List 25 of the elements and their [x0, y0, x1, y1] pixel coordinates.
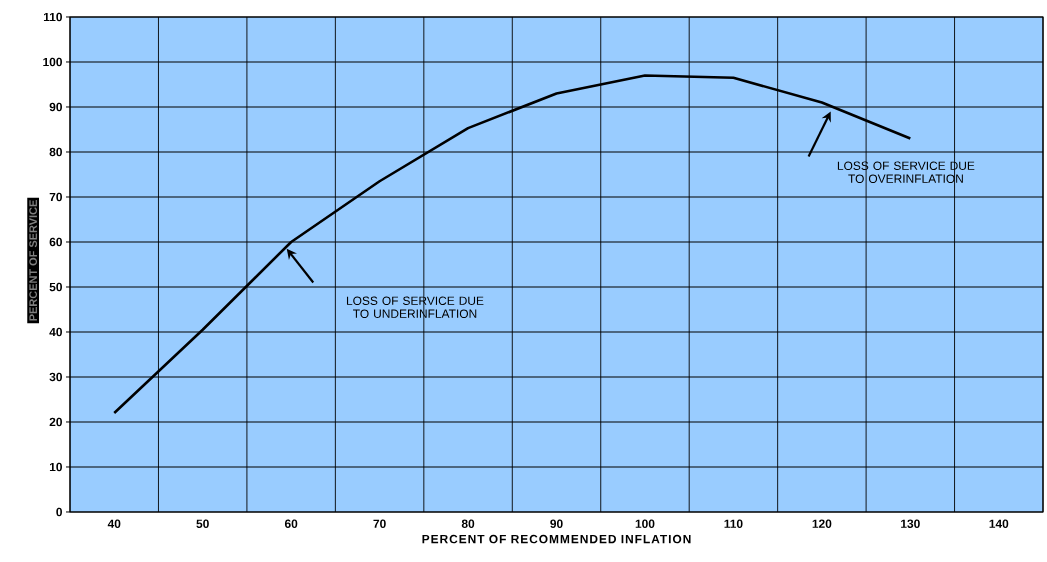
- x-tick-label: 60: [284, 519, 298, 528]
- x-tick-label: 130: [901, 519, 920, 528]
- y-tick-label: 90: [49, 102, 62, 112]
- x-axis-title: PERCENT OF RECOMMENDED INFLATION: [422, 534, 691, 544]
- y-tick-label: 80: [49, 147, 62, 157]
- y-tick-label: 10: [49, 462, 62, 472]
- y-tick-label: 50: [49, 282, 62, 292]
- y-tick-label: 40: [49, 327, 62, 337]
- y-tick-label: 30: [49, 372, 62, 382]
- x-tick-label: 50: [196, 519, 209, 528]
- x-tick-label: 100: [635, 519, 655, 528]
- y-tick-label: 110: [43, 12, 62, 22]
- y-axis-title: PERCENT OF SERVICE: [29, 200, 38, 321]
- y-tick-label: 60: [49, 237, 62, 247]
- y-tick-label: 20: [49, 417, 62, 427]
- y-tick-label: 100: [43, 57, 62, 67]
- y-tick-label: 0: [56, 507, 62, 517]
- x-tick-label: 90: [550, 519, 563, 528]
- x-tick-label: 140: [989, 519, 1009, 528]
- x-tick-label: 40: [107, 519, 121, 528]
- y-tick-label: 70: [49, 192, 62, 202]
- x-tick-label: 120: [812, 519, 832, 528]
- x-tick-label: 110: [724, 519, 743, 528]
- x-tick-label: 80: [461, 519, 475, 528]
- x-tick-label: 70: [373, 519, 386, 528]
